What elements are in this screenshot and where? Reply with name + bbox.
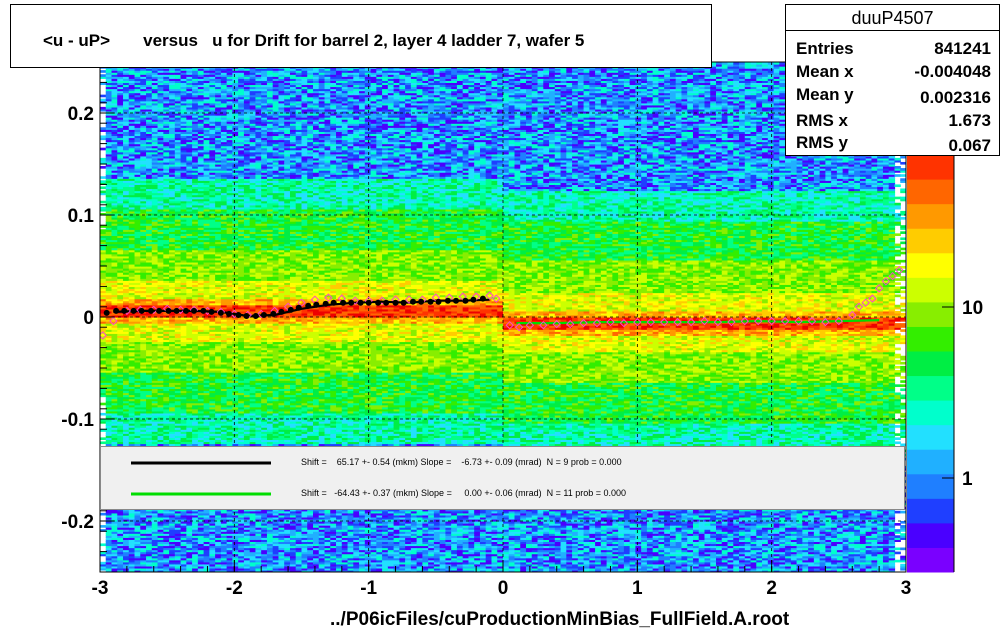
- heatmap-cell: [100, 176, 106, 179]
- heatmap-cell: [100, 562, 106, 565]
- heatmap-cell: [100, 148, 106, 151]
- heatmap-cell: [100, 99, 106, 102]
- heatmap-cell: [100, 441, 106, 444]
- heatmap-cell: [100, 413, 106, 416]
- heatmap-cell: [100, 158, 106, 161]
- heatmap-cell: [100, 201, 106, 204]
- heatmap-cell: [100, 186, 106, 189]
- heatmap-cell: [100, 107, 106, 110]
- heatmap-cell: [100, 70, 106, 73]
- heatmap-cell: [100, 229, 106, 232]
- heatmap-cell: [100, 74, 106, 77]
- heatmap-cell: [100, 127, 106, 130]
- heatmap-cell: [100, 543, 106, 546]
- heatmap-cell: [100, 525, 106, 528]
- heatmap-cell: [100, 437, 106, 440]
- heatmap-cell: [100, 180, 106, 183]
- heatmap-cell: [100, 403, 106, 406]
- heatmap-cell: [100, 191, 106, 194]
- heatmap-cell: [100, 135, 106, 138]
- heatmap-cell: [100, 95, 106, 98]
- heatmap-cell: [100, 166, 106, 169]
- heatmap-cell: [100, 513, 106, 516]
- heatmap-cell: [100, 207, 106, 210]
